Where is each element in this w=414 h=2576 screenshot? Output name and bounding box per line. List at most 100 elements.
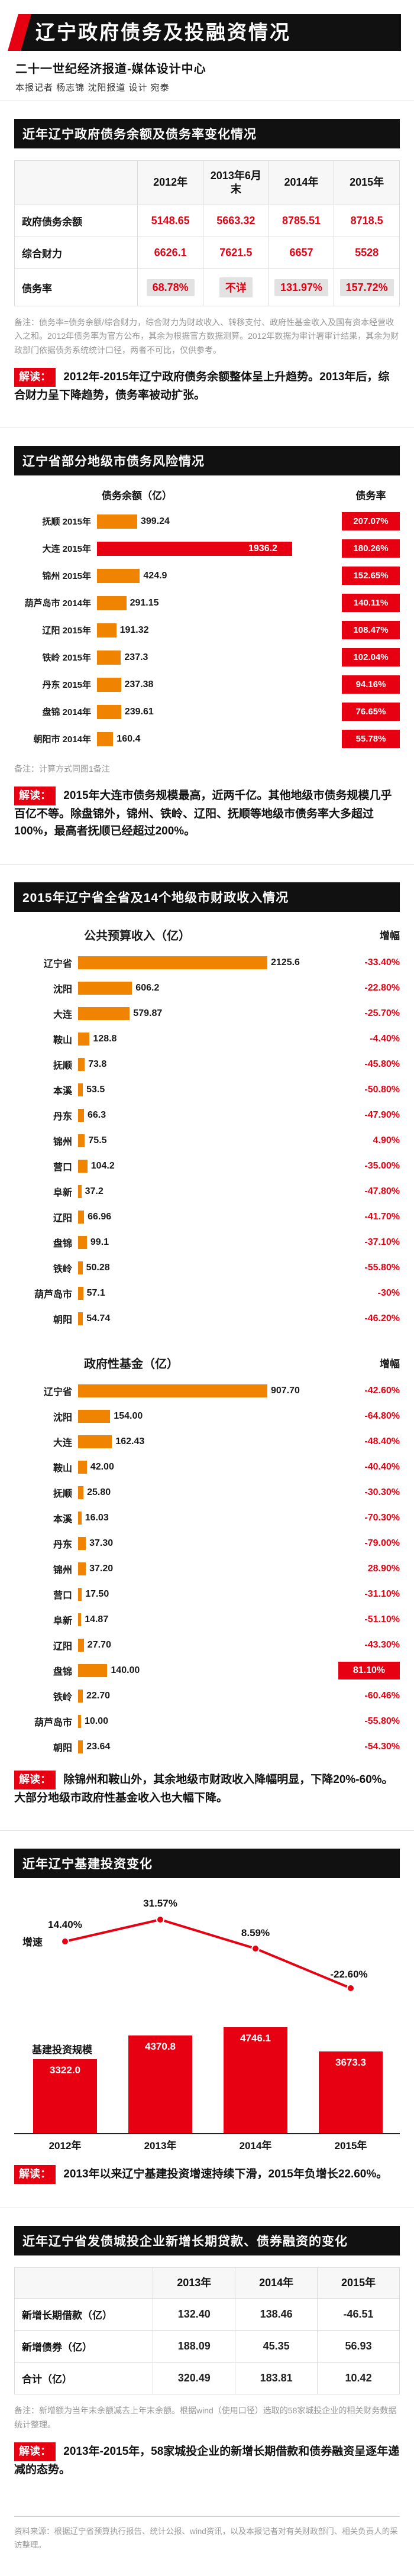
cell: -46.51 xyxy=(317,2298,400,2331)
bar-track: 606.2 xyxy=(78,982,338,995)
revenue-value: 54.74 xyxy=(86,1313,111,1324)
bar-track: 191.32 xyxy=(97,623,337,637)
fund-bar xyxy=(78,1740,83,1754)
growth-value-label: 31.57% xyxy=(143,1898,177,1909)
debt-rate-badge: 55.78% xyxy=(342,730,400,749)
bar-track: 239.61 xyxy=(97,704,337,719)
column-header: 2013年 xyxy=(153,2267,236,2299)
cell-value: 6626.1 xyxy=(154,247,187,259)
bar-track: 1936.2 xyxy=(97,541,337,556)
table-row: 新增长期借款（亿） 132.40 138.46 -46.51 xyxy=(14,2298,400,2331)
city-label: 沈阳 xyxy=(53,985,72,995)
bar-track: 27.70 xyxy=(78,1639,338,1652)
debt-balance-bar xyxy=(97,704,121,719)
bar-track: 66.3 xyxy=(78,1109,338,1122)
cell: 45.35 xyxy=(235,2330,318,2363)
fund-bar xyxy=(78,1537,86,1551)
bar-row: 大连 2015年 1936.2 180.26% xyxy=(14,535,400,562)
revenue-bar xyxy=(78,1287,83,1300)
increase-percentage: -37.10% xyxy=(364,1237,400,1248)
city-label: 鞍山 xyxy=(53,1035,72,1046)
increase-percentage: -55.80% xyxy=(364,1263,400,1273)
fund-bar xyxy=(78,1613,82,1627)
revenue-value: 73.8 xyxy=(88,1059,107,1070)
bar-row: 辽阳 66.96 -41.70% xyxy=(14,1205,400,1230)
bar-track: 37.30 xyxy=(78,1537,338,1551)
bar-track: 104.2 xyxy=(78,1160,338,1173)
bar-track: 53.5 xyxy=(78,1083,338,1097)
debt-overview-table: 2012年 2013年6月末 2014年 2015年 政府债务余额 5148.6… xyxy=(14,160,400,307)
bar-track: 57.1 xyxy=(78,1287,338,1300)
source-text: 资料来源：根据辽宁省预算执行报告、统计公报、wind资讯，以及本报记者对有关财政… xyxy=(14,2526,398,2549)
fund-value: 14.87 xyxy=(85,1614,109,1625)
title-row: 辽宁政府债务及投融资情况 xyxy=(8,14,401,51)
debt-balance-bar xyxy=(97,596,127,610)
cell: 138.46 xyxy=(235,2298,318,2331)
increase-percentage: -55.80% xyxy=(364,1716,400,1727)
reading-chip: 解读： xyxy=(14,2442,56,2461)
source-footer: 资料来源：根据辽宁省预算执行报告、统计公报、wind资讯，以及本报记者对有关财政… xyxy=(14,2516,400,2552)
revenue-bar xyxy=(78,956,267,970)
bar-track: 25.80 xyxy=(78,1486,338,1500)
city-label: 辽阳 xyxy=(53,1642,72,1652)
debt-overview-table-body: 政府债务余额 5148.65 5663.32 8785.51 8718.5 综合… xyxy=(14,205,400,307)
debt-balance-bar xyxy=(97,677,121,692)
fund-value: 37.20 xyxy=(89,1564,114,1574)
investment-value-label: 3673.3 xyxy=(335,2057,366,2068)
increase-percentage: -47.90% xyxy=(364,1110,400,1121)
rate-column-label: 债务率 xyxy=(355,490,386,501)
revenue-value: 128.8 xyxy=(93,1034,117,1044)
increase-percentage: -41.70% xyxy=(364,1212,400,1222)
fund-value: 154.00 xyxy=(114,1411,143,1422)
city-label: 辽阳 2015年 xyxy=(42,626,91,636)
increase-percentage: 4.90% xyxy=(373,1135,400,1146)
bar-track: 17.50 xyxy=(78,1588,338,1601)
bar-track: 907.70 xyxy=(78,1384,338,1398)
reading-chip: 解读： xyxy=(14,2165,56,2185)
cell-value: 68.78% xyxy=(146,279,195,296)
government-fund-bar-chart: 辽宁省 907.70 -42.60% 沈阳 154.00 -64.80% xyxy=(14,1378,400,1760)
investment-value-label: 4370.8 xyxy=(145,2041,176,2052)
increase-percentage: -43.30% xyxy=(364,1640,400,1651)
bar-track: 37.2 xyxy=(78,1185,338,1199)
increase-percentage: -33.40% xyxy=(364,957,400,968)
increase-percentage: 28.90% xyxy=(367,1564,400,1574)
cell: 8785.51 xyxy=(268,205,335,238)
bar-row: 本溪 53.5 -50.80% xyxy=(14,1077,400,1103)
bar-track: 2125.6 xyxy=(78,956,338,970)
bar-row: 葫芦岛市 2014年 291.15 140.11% xyxy=(14,590,400,617)
bar-track: 128.8 xyxy=(78,1033,338,1046)
year-tick: 2012年 xyxy=(49,2140,82,2151)
fund-value: 10.00 xyxy=(85,1716,109,1727)
increase-column-label: 增幅 xyxy=(380,1358,400,1370)
increase-percentage: -30.30% xyxy=(364,1487,400,1498)
city-label: 盘锦 xyxy=(53,1239,72,1250)
bar-track: 16.03 xyxy=(78,1512,338,1525)
bar-track: 66.96 xyxy=(78,1211,338,1224)
increase-percentage: -45.80% xyxy=(364,1059,400,1070)
debt-balance-value: 291.15 xyxy=(130,597,159,608)
bar-row: 锦州 2015年 424.9 152.65% xyxy=(14,562,400,590)
reading-chip: 解读： xyxy=(14,1770,56,1789)
revenue-bar xyxy=(78,1134,85,1148)
reading-block: 解读： 2013年以来辽宁基建投资增速持续下滑，2015年负增长22.60%。 xyxy=(14,2165,400,2185)
fund-bar xyxy=(78,1486,84,1500)
bar-row: 阜新 37.2 -47.80% xyxy=(14,1179,400,1205)
bar-track: 579.87 xyxy=(78,1007,338,1021)
cell: 8718.5 xyxy=(334,205,400,238)
investment-value-label: 3322.0 xyxy=(50,2064,80,2076)
investment-value-label: 4746.1 xyxy=(240,2033,271,2044)
table-row: 综合财力 6626.1 7621.5 6657 5528 xyxy=(14,237,400,270)
bar-track: 50.28 xyxy=(78,1261,338,1275)
revenue-value: 2125.6 xyxy=(271,957,300,968)
city-label: 丹东 xyxy=(53,1112,72,1122)
cell-value: 320.49 xyxy=(177,2372,211,2384)
bar-row: 沈阳 154.00 -64.80% xyxy=(14,1404,400,1429)
city-label: 辽宁省 xyxy=(43,959,72,970)
increase-percentage: -22.80% xyxy=(364,983,400,993)
balance-column-label: 债务余额（亿） xyxy=(102,490,172,501)
section-city-debt: 辽宁省部分地级市债务风险情况 债务余额（亿） 债务率 抚顺 2015年 399.… xyxy=(0,427,414,860)
table-header-row: 2013年 2014年 2015年 xyxy=(14,2267,400,2299)
reading-text: 2013年以来辽宁基建投资增速持续下滑，2015年负增长22.60%。 xyxy=(63,2168,388,2181)
